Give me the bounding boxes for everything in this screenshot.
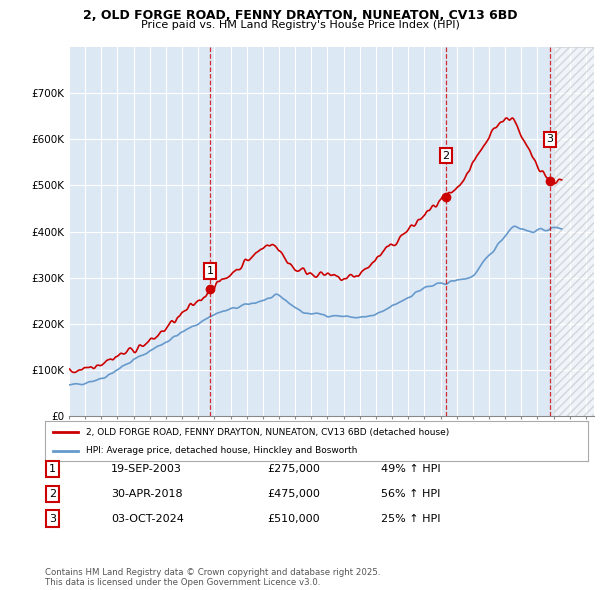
Bar xyxy=(554,47,594,416)
Text: £275,000: £275,000 xyxy=(267,464,320,474)
Text: 56% ↑ HPI: 56% ↑ HPI xyxy=(381,489,440,499)
Text: 2, OLD FORGE ROAD, FENNY DRAYTON, NUNEATON, CV13 6BD (detached house): 2, OLD FORGE ROAD, FENNY DRAYTON, NUNEAT… xyxy=(86,428,449,437)
Text: 1: 1 xyxy=(49,464,56,474)
Text: 19-SEP-2003: 19-SEP-2003 xyxy=(111,464,182,474)
Text: 30-APR-2018: 30-APR-2018 xyxy=(111,489,182,499)
Text: £510,000: £510,000 xyxy=(267,514,320,523)
Text: 49% ↑ HPI: 49% ↑ HPI xyxy=(381,464,440,474)
Text: 03-OCT-2024: 03-OCT-2024 xyxy=(111,514,184,523)
Text: HPI: Average price, detached house, Hinckley and Bosworth: HPI: Average price, detached house, Hinc… xyxy=(86,446,357,455)
Text: Contains HM Land Registry data © Crown copyright and database right 2025.
This d: Contains HM Land Registry data © Crown c… xyxy=(45,568,380,587)
Text: 2, OLD FORGE ROAD, FENNY DRAYTON, NUNEATON, CV13 6BD: 2, OLD FORGE ROAD, FENNY DRAYTON, NUNEAT… xyxy=(83,9,517,22)
Text: 1: 1 xyxy=(206,266,214,276)
Text: 25% ↑ HPI: 25% ↑ HPI xyxy=(381,514,440,523)
Text: 2: 2 xyxy=(442,150,449,160)
Text: 3: 3 xyxy=(49,514,56,523)
Text: Price paid vs. HM Land Registry's House Price Index (HPI): Price paid vs. HM Land Registry's House … xyxy=(140,20,460,30)
Text: 2: 2 xyxy=(49,489,56,499)
Text: 3: 3 xyxy=(547,135,553,145)
Text: £475,000: £475,000 xyxy=(267,489,320,499)
